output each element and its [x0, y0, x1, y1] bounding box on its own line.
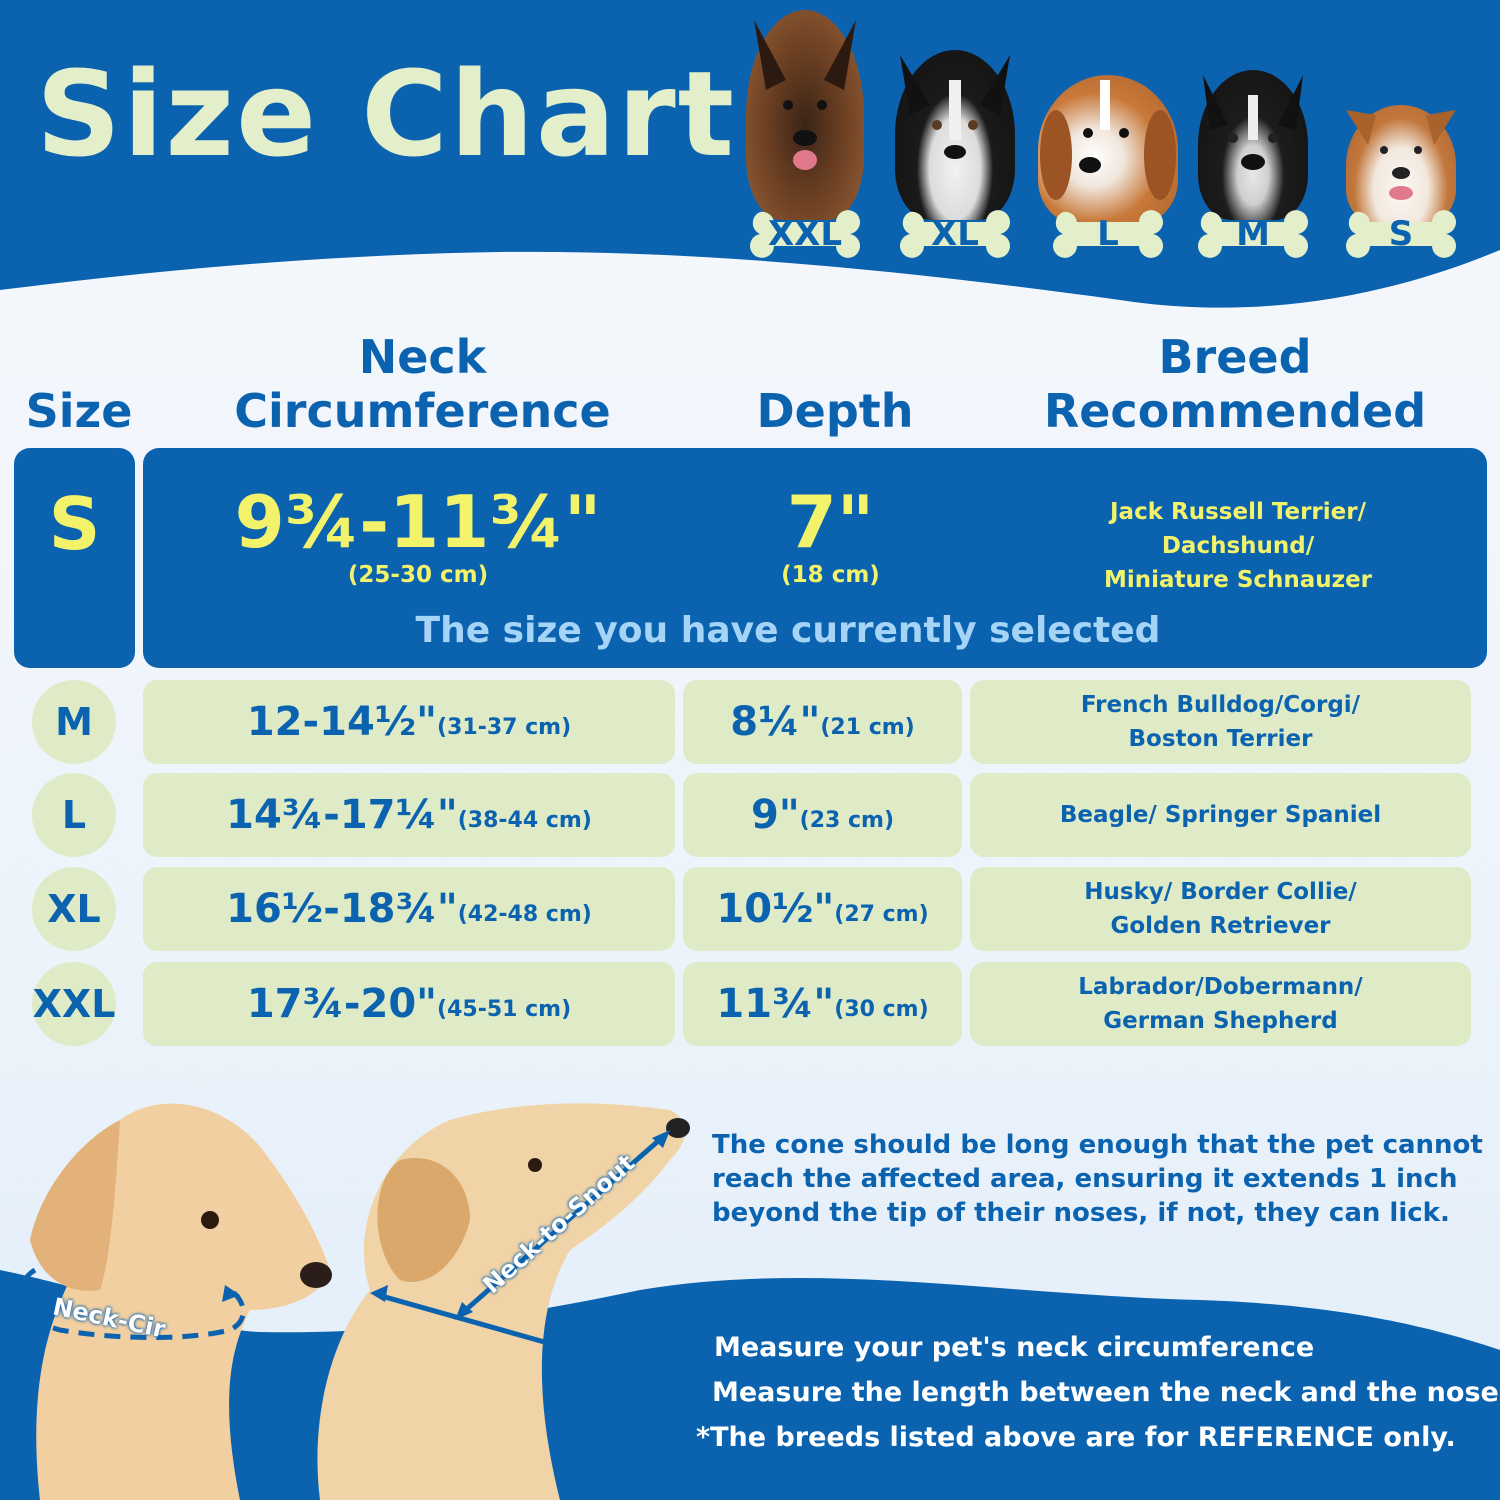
selected-size-row[interactable]: 9¾-11¾" (25-30 cm) 7" (18 cm) Jack Russe… — [143, 448, 1487, 668]
table-row-m[interactable]: M 12-14½" (31-37 cm) 8¼" (21 cm) French … — [0, 680, 1500, 764]
size-label: XXL — [767, 214, 843, 254]
puppy-neck-circumference-photo: Neck-Cir — [0, 1080, 340, 1500]
depth-cm: (23 cm) — [799, 807, 895, 833]
size-label: S — [1388, 214, 1414, 254]
neck-cm: (45-51 cm) — [437, 996, 572, 1022]
size-bone-badge: XXL — [746, 208, 864, 260]
dog-m: M — [1188, 10, 1318, 260]
depth-cell: 10½" (27 cm) — [683, 867, 962, 951]
depth-cell: 8¼" (21 cm) — [683, 680, 962, 764]
dog-size-illustrations: XXL XL — [740, 10, 1480, 280]
depth-inches: 8¼" — [730, 699, 821, 745]
size-badge: XXL — [32, 962, 116, 1046]
breed-line: Miniature Schnauzer — [1103, 567, 1373, 593]
breed-line: Boston Terrier — [1128, 726, 1313, 752]
instruction-length: Measure the length between the neck and … — [712, 1377, 1499, 1408]
cone-length-note: The cone should be long enough that the … — [712, 1130, 1483, 1228]
depth-cell: 9" (23 cm) — [683, 773, 962, 857]
dog-s: S — [1336, 10, 1466, 260]
neck-cm: (38-44 cm) — [457, 807, 592, 833]
header-size: Size — [25, 384, 133, 438]
selected-size-note: The size you have currently selected — [415, 610, 1161, 651]
header-neck-circumference: Neck Circumference — [150, 330, 695, 438]
size-label: M — [1236, 214, 1270, 254]
size-bone-badge: M — [1194, 208, 1312, 260]
breed-line: Jack Russell Terrier/ — [1110, 499, 1366, 525]
selected-breeds: Jack Russell Terrier/ Dachshund/ Miniatu… — [1073, 495, 1403, 597]
size-badge: L — [32, 773, 116, 857]
size-badge: M — [32, 680, 116, 764]
dog-l: L — [1038, 10, 1178, 260]
depth-cell: 11¾" (30 cm) — [683, 962, 962, 1046]
size-label: XL — [931, 214, 979, 254]
instruction-reference-disclaimer: *The breeds listed above are for REFEREN… — [696, 1422, 1456, 1453]
breed-cell: Labrador/Dobermann/ German Shepherd — [970, 962, 1471, 1046]
dog-xxl: XXL — [740, 10, 870, 260]
dog-xl: XL — [890, 10, 1020, 260]
size-bone-badge: S — [1342, 208, 1460, 260]
depth-cm: (21 cm) — [820, 714, 915, 740]
neck-cell: 16½-18¾" (42-48 cm) — [143, 867, 675, 951]
border-collie-icon — [895, 50, 1015, 220]
size-label: L — [1097, 214, 1119, 254]
header-neck-line2: Circumference — [234, 384, 611, 438]
selected-neck-cm: (25-30 cm) — [347, 562, 489, 588]
depth-cm: (27 cm) — [834, 901, 929, 927]
breed-line: Golden Retriever — [1110, 913, 1331, 939]
boston-terrier-icon — [1198, 70, 1308, 220]
neck-inches: 16½-18¾" — [226, 886, 458, 932]
breed-line: Dachshund/ — [1161, 533, 1315, 559]
header-breed-recommended: Breed Recommended — [980, 330, 1490, 438]
depth-cm: (30 cm) — [834, 996, 929, 1022]
breed-cell: Husky/ Border Collie/ Golden Retriever — [970, 867, 1471, 951]
breed-line: Husky/ Border Collie/ — [1084, 879, 1357, 905]
neck-cell: 17¾-20" (45-51 cm) — [143, 962, 675, 1046]
depth-inches: 10½" — [716, 886, 835, 932]
table-row-xxl[interactable]: XXL 17¾-20" (45-51 cm) 11¾" (30 cm) Labr… — [0, 962, 1500, 1046]
breed-cell: French Bulldog/Corgi/ Boston Terrier — [970, 680, 1471, 764]
neck-inches: 12-14½" — [246, 699, 438, 745]
selected-size-badge[interactable]: S — [14, 448, 135, 668]
beagle-icon — [1038, 75, 1178, 225]
selected-neck-value: 9¾-11¾" — [234, 480, 602, 564]
header-breed-line2: Recommended — [1043, 384, 1427, 438]
breed-line: French Bulldog/Corgi/ — [1080, 692, 1361, 718]
breed-line: Beagle/ Springer Spaniel — [1059, 802, 1382, 828]
selected-size-label: S — [48, 482, 101, 566]
breed-line: German Shepherd — [1103, 1008, 1338, 1034]
selected-depth-cm: (18 cm) — [781, 562, 880, 588]
neck-cell: 12-14½" (31-37 cm) — [143, 680, 675, 764]
instruction-neck: Measure your pet's neck circumference — [714, 1332, 1315, 1363]
jack-russell-icon — [1346, 105, 1456, 225]
breed-line: Labrador/Dobermann/ — [1078, 974, 1363, 1000]
header-breed-line1: Breed — [1158, 330, 1312, 384]
size-bone-badge: XL — [896, 208, 1014, 260]
size-bone-badge: L — [1049, 208, 1167, 260]
neck-cell: 14¾-17¼" (38-44 cm) — [143, 773, 675, 857]
depth-inches: 9" — [750, 792, 800, 838]
breed-cell: Beagle/ Springer Spaniel — [970, 773, 1471, 857]
selected-depth-value: 7" — [786, 480, 875, 564]
table-row-l[interactable]: L 14¾-17¼" (38-44 cm) 9" (23 cm) Beagle/… — [0, 773, 1500, 857]
size-badge: XL — [32, 867, 116, 951]
neck-cm: (31-37 cm) — [437, 714, 572, 740]
german-shepherd-icon — [746, 10, 864, 220]
header-depth: Depth — [756, 384, 914, 438]
header-neck-line1: Neck — [358, 330, 487, 384]
depth-inches: 11¾" — [716, 981, 835, 1027]
table-row-xl[interactable]: XL 16½-18¾" (42-48 cm) 10½" (27 cm) Husk… — [0, 867, 1500, 951]
neck-cm: (42-48 cm) — [457, 901, 592, 927]
page-title: Size Chart — [36, 45, 737, 183]
neck-inches: 17¾-20" — [246, 981, 438, 1027]
neck-inches: 14¾-17¼" — [226, 792, 458, 838]
puppy-neck-to-snout-photo: Neck-to-Snout — [270, 1080, 700, 1500]
